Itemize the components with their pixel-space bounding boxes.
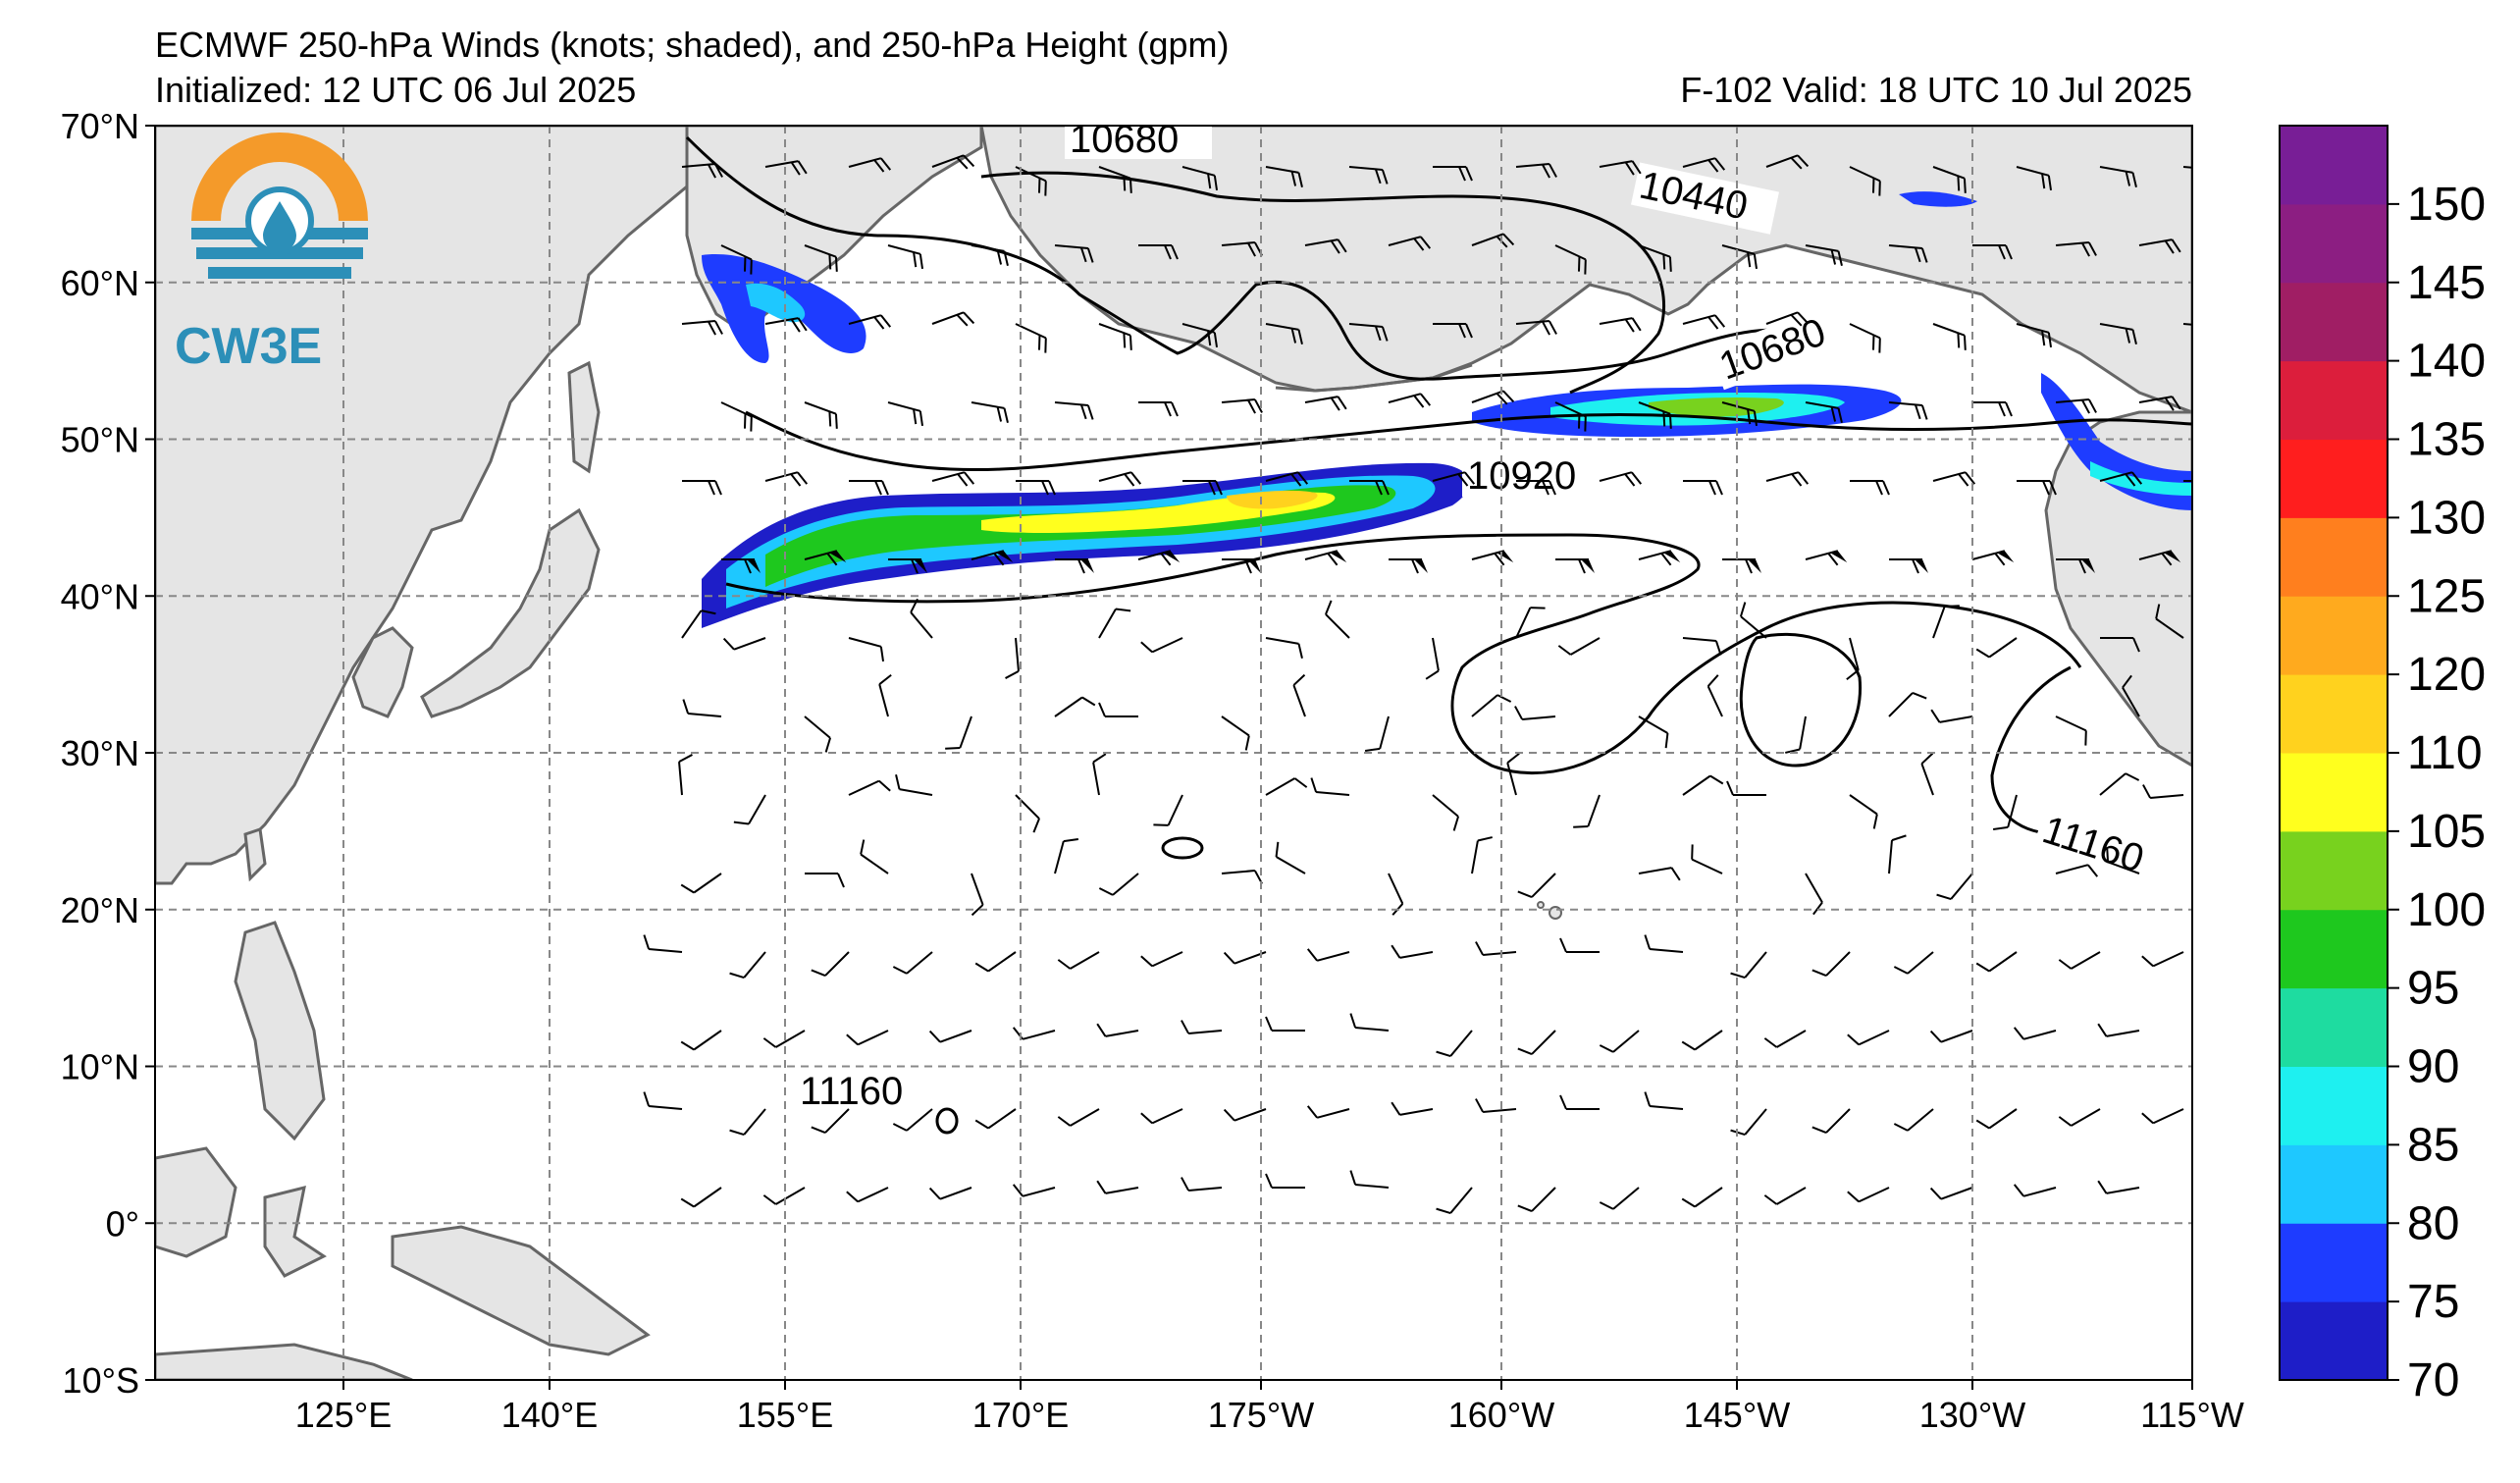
longitude-label: 160°W [1448,1395,1554,1435]
contour-11160-east [1990,665,2072,836]
latitude-label: 60°N [61,263,139,303]
longitude-label: 125°E [295,1395,392,1435]
colorbar-label: 135 [2407,414,2486,466]
colorbar-label: 110 [2407,727,2483,779]
colorbar-bin [2280,674,2388,754]
colorbar-label: 95 [2407,963,2459,1015]
colorbar-label: 90 [2407,1041,2459,1093]
longitude-label: 130°W [1919,1395,2025,1435]
colorbar-bin [2280,517,2388,597]
longitude-label: 155°E [737,1395,833,1435]
jet-pnw-70 [2041,373,2192,510]
height-contours [685,135,2192,1135]
jet-pnw-85 [2090,461,2192,496]
contour-11160-main [725,533,2082,775]
aleutian-islands [1275,363,1473,393]
latitude-label: 0° [106,1203,139,1244]
colorbar: 70 75 80 85 90 95 100 105 110 120 125 130 135 140 145 1… [2279,125,2486,1406]
jet-gulf-alaska-100 [1649,397,1784,417]
hawaii-island-small [1537,901,1545,909]
asia-landmass [155,126,689,885]
colorbar-label: 100 [2407,884,2486,936]
jet-alaska-70 [1899,191,1977,207]
logo-text: CW3E [175,318,322,375]
colorbar-label: 130 [2407,492,2486,544]
latitude-label: 20°N [61,890,139,930]
colorbar-label: 150 [2407,179,2486,231]
colorbar-label: 125 [2407,570,2486,622]
latitude-label: 70°N [61,106,139,146]
sakhalin-landmass [567,360,601,474]
contour-label: 11160 [800,1070,903,1113]
colorbar-label: 145 [2407,257,2486,309]
colorbar-bin [2280,909,2388,989]
philippines-landmass [234,921,326,1141]
cw3e-logo: CW3E [175,132,368,375]
contour-10440 [980,171,1666,395]
australia-landmass [155,1343,413,1380]
title-init-time: Initialized: 12 UTC 06 Jul 2025 [155,70,637,110]
longitude-label: 170°E [972,1395,1069,1435]
colorbar-bin [2280,126,2388,205]
contour-11160-closed [1739,632,1863,768]
alaska-canada-landmass [979,126,2192,414]
colorbar-bin [2280,596,2388,675]
contour-10680-north [685,135,1807,381]
contour-label: 10680 [1070,118,1179,161]
colorbar-label: 70 [2407,1354,2459,1406]
colorbar-bin [2280,203,2388,284]
colorbar-bin [2280,1144,2388,1224]
latitude-label: 10°S [63,1360,139,1401]
contour-11160-tropics [935,1107,959,1135]
colorbar-bin [2280,1223,2388,1302]
jet-north-pacific-110 [1227,490,1318,509]
longitude-label: 115°W [2140,1395,2244,1435]
colorbar-bin [2280,1301,2388,1381]
contour-11160-small [1161,836,1204,860]
latitude-label: 50°N [61,420,139,460]
latitude-label: 10°N [61,1047,139,1087]
longitude-label: 175°W [1208,1395,1314,1435]
colorbar-label: 75 [2407,1276,2459,1328]
title-line-1: ECMWF 250-hPa Winds (knots; shaded), and… [155,25,1230,65]
colorbar-label: 85 [2407,1119,2459,1171]
new-guinea-landmass [391,1225,651,1356]
latitude-label: 30°N [61,733,139,773]
colorbar-bin [2280,753,2388,832]
colorbar-label: 120 [2407,649,2486,701]
wind-speed-shading [702,191,2192,628]
graticule [155,126,2192,1380]
korea-landmass [351,626,414,718]
colorbar-label: 140 [2407,336,2486,388]
japan-landmass [420,507,601,718]
colorbar-bin [2280,360,2388,440]
latitude-label: 40°N [61,576,139,616]
sulawesi-landmass [263,1185,327,1278]
logo-sun-arc [191,132,368,221]
title-valid-time: F-102 Valid: 18 UTC 10 Jul 2025 [1680,70,2192,110]
colorbar-bin [2280,439,2388,518]
colorbar-bin [2280,987,2388,1067]
colorbar-bin [2280,830,2388,911]
longitude-label: 145°W [1684,1395,1790,1435]
colorbar-label: 80 [2407,1197,2459,1249]
latitude-labels: 70°N 60°N 50°N 40°N 30°N 20°N 10°N 0° 10°S [61,106,155,1401]
raindrop-icon [263,201,296,252]
borneo-landmass [155,1146,237,1258]
longitude-labels: 125°E 140°E 155°E 170°E 175°W 160°W 145°W 130°W… [295,1380,2244,1435]
colorbar-bin [2280,1066,2388,1145]
contour-10920 [745,410,2192,472]
logo-wave [208,267,351,279]
colorbar-label: 105 [2407,806,2486,858]
jet-kamchatka-80 [746,283,806,323]
contour-label: 10920 [1467,454,1576,498]
taiwan-landmass [243,827,267,882]
colorbar-bin [2280,282,2388,362]
jet-kamchatka-70 [702,254,866,363]
longitude-label: 140°E [501,1395,598,1435]
